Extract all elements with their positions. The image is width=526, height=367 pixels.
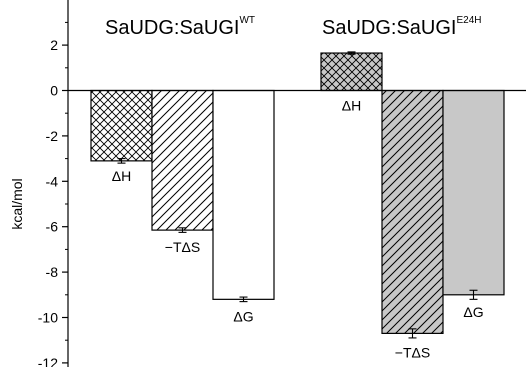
bar-label: −TΔS xyxy=(165,239,200,255)
y-tick-label: -8 xyxy=(46,264,59,280)
y-axis-title: kcal/mol xyxy=(9,178,25,229)
bar-pattern xyxy=(321,53,382,91)
panel-title: SaUDG:SaUGIE24H xyxy=(322,15,482,39)
y-tick-label: -12 xyxy=(38,355,58,367)
panel-title: SaUDG:SaUGIWT xyxy=(105,15,255,39)
y-tick-label: -2 xyxy=(46,128,59,144)
panel-title-superscript: E24H xyxy=(456,15,481,26)
panel-title-superscript: WT xyxy=(239,15,255,26)
bar-fill xyxy=(213,90,274,300)
bar-pattern xyxy=(382,90,443,334)
bar-label: ΔH xyxy=(112,168,131,184)
y-tick-label: 0 xyxy=(50,83,58,99)
panel-title-text: SaUDG:SaUGI xyxy=(105,17,239,39)
bars: ΔH −TΔS ΔG ΔH −TΔS ΔG xyxy=(90,51,505,360)
y-tick-label: -4 xyxy=(46,173,59,189)
bar-label: ΔH xyxy=(342,98,361,114)
y-tick-label: 2 xyxy=(50,37,58,53)
bar-pattern xyxy=(91,90,152,161)
y-tick-label: -10 xyxy=(38,310,58,326)
bar-label: ΔG xyxy=(463,304,483,320)
bar-label: ΔG xyxy=(233,308,253,324)
y-axis: 2 0 -2 -4 -6 -8 -10 -12 xyxy=(38,0,69,367)
bar-label: −TΔS xyxy=(395,344,430,360)
panel-title-text: SaUDG:SaUGI xyxy=(322,17,456,39)
y-tick-label: -6 xyxy=(46,219,59,235)
bar-fill xyxy=(443,90,504,295)
bar-pattern xyxy=(152,90,213,231)
panel-titles: SaUDG:SaUGIWT SaUDG:SaUGIE24H xyxy=(105,15,482,39)
